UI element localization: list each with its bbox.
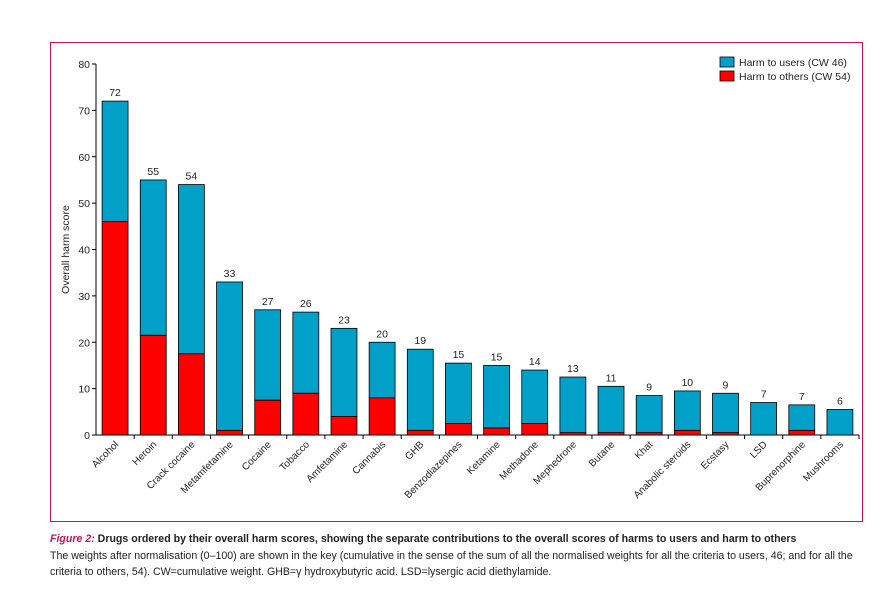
legend-swatch — [719, 56, 735, 68]
bar-total-label: 55 — [147, 166, 159, 178]
bar-total-label: 72 — [109, 87, 121, 99]
x-category-label: Heroin — [131, 439, 160, 468]
bar-total-label: 7 — [799, 391, 805, 403]
bar-harm-to-users — [521, 369, 549, 424]
y-tick-label: 40 — [78, 245, 90, 257]
figure-caption-title: Figure 2: Drugs ordered by their overall… — [50, 531, 880, 547]
bar-harm-to-others — [292, 392, 320, 436]
x-category-label: Alcohol — [90, 439, 121, 470]
bar-total-label: 26 — [300, 298, 312, 310]
bar-harm-to-users — [673, 390, 701, 431]
bar-total-label: 23 — [338, 314, 350, 326]
x-category-label: Ketamine — [465, 439, 503, 477]
bar-total-label: 20 — [376, 328, 388, 340]
bar-harm-to-users — [254, 309, 282, 401]
bar-total-label: 11 — [606, 372, 617, 384]
bar-harm-to-users — [178, 184, 205, 355]
bar-total-label: 33 — [224, 268, 236, 280]
x-category-label: Cannabis — [351, 439, 389, 477]
bar-harm-to-users — [445, 362, 472, 424]
x-category-label: Ecstasy — [699, 439, 732, 472]
bar-harm-to-others — [368, 397, 396, 436]
bar-total-label: 15 — [453, 349, 465, 361]
bar-harm-to-others — [330, 416, 358, 436]
y-tick-label: 30 — [78, 291, 90, 303]
y-axis-label: Overall harm score — [60, 205, 72, 294]
bar-harm-to-others — [254, 399, 282, 436]
bar-harm-to-others — [788, 429, 816, 436]
bar-harm-to-others — [712, 432, 739, 436]
bar-total-label: 27 — [262, 296, 274, 308]
y-tick-label: 60 — [78, 152, 90, 164]
x-category-label: Mushrooms — [801, 439, 846, 484]
bar-harm-to-users — [826, 409, 854, 436]
bar-harm-to-others — [559, 432, 587, 436]
bar-harm-to-users — [216, 281, 243, 431]
bar-harm-to-others — [178, 353, 205, 436]
y-tick-label: 0 — [84, 430, 90, 442]
bar-total-label: 19 — [414, 335, 426, 347]
bar-harm-to-others — [216, 429, 243, 436]
bar-harm-to-users — [788, 404, 816, 431]
legend-label: Harm to others (CW 54) — [739, 71, 850, 83]
bar-harm-to-users — [483, 365, 510, 429]
bar-harm-to-users — [635, 395, 663, 434]
bar-harm-to-others — [597, 432, 625, 436]
legend-label: Harm to users (CW 46) — [739, 57, 847, 69]
bar-harm-to-users — [406, 348, 434, 431]
y-tick-label: 80 — [78, 59, 90, 71]
bar-total-label: 10 — [681, 377, 693, 389]
x-category-label: Tobacco — [278, 439, 312, 473]
bar-harm-to-users — [712, 392, 739, 434]
y-tick-label: 10 — [78, 384, 90, 396]
bar-harm-to-others — [673, 429, 701, 436]
figure-title: Drugs ordered by their overall harm scor… — [94, 533, 797, 545]
bar-total-label: 13 — [567, 363, 579, 375]
bar-harm-to-others — [139, 334, 167, 436]
x-category-label: Cocaine — [240, 439, 274, 473]
y-tick-label: 50 — [78, 198, 90, 210]
harm-score-chart: 0 10 20 30 40 50 60 70 80 Overall harm score 72 Alc… — [60, 56, 860, 501]
chart-frame: 0 10 20 30 40 50 60 70 80 Overall harm score 72 Alc… — [50, 42, 863, 522]
legend-swatch — [719, 70, 735, 82]
x-category-label: Amfetamine — [305, 439, 351, 485]
bar-harm-to-users — [559, 376, 587, 434]
x-category-label: Khat — [633, 439, 655, 461]
x-category-label: GHB — [403, 439, 426, 462]
bar-harm-to-users — [101, 100, 129, 223]
bar-total-label: 9 — [646, 382, 652, 394]
bar-total-label: 54 — [186, 171, 198, 183]
bar-harm-to-others — [521, 423, 549, 436]
bar-harm-to-others — [406, 429, 434, 436]
bar-total-label: 15 — [491, 351, 503, 363]
bar-harm-to-others — [101, 221, 129, 436]
bar-harm-to-users — [750, 402, 777, 436]
bar-harm-to-others — [445, 423, 472, 436]
bar-total-label: 6 — [837, 395, 843, 407]
bar-total-label: 9 — [723, 379, 729, 391]
figure-label: Figure 2: — [50, 533, 95, 545]
figure-caption-body: The weights after normalisation (0–100) … — [50, 550, 853, 578]
bar-harm-to-users — [597, 385, 625, 434]
y-tick-label: 70 — [78, 105, 90, 117]
bar-harm-to-users — [368, 341, 396, 399]
bar-harm-to-others — [483, 427, 510, 436]
bar-total-label: 14 — [529, 356, 541, 368]
bar-harm-to-users — [292, 311, 320, 394]
bar-harm-to-users — [139, 179, 167, 336]
bar-total-label: 7 — [761, 389, 767, 401]
bar-harm-to-users — [330, 327, 358, 417]
x-category-label: Butane — [587, 439, 617, 469]
bar-harm-to-others — [635, 432, 663, 436]
y-tick-label: 20 — [78, 337, 90, 349]
x-category-label: LSD — [748, 439, 770, 461]
